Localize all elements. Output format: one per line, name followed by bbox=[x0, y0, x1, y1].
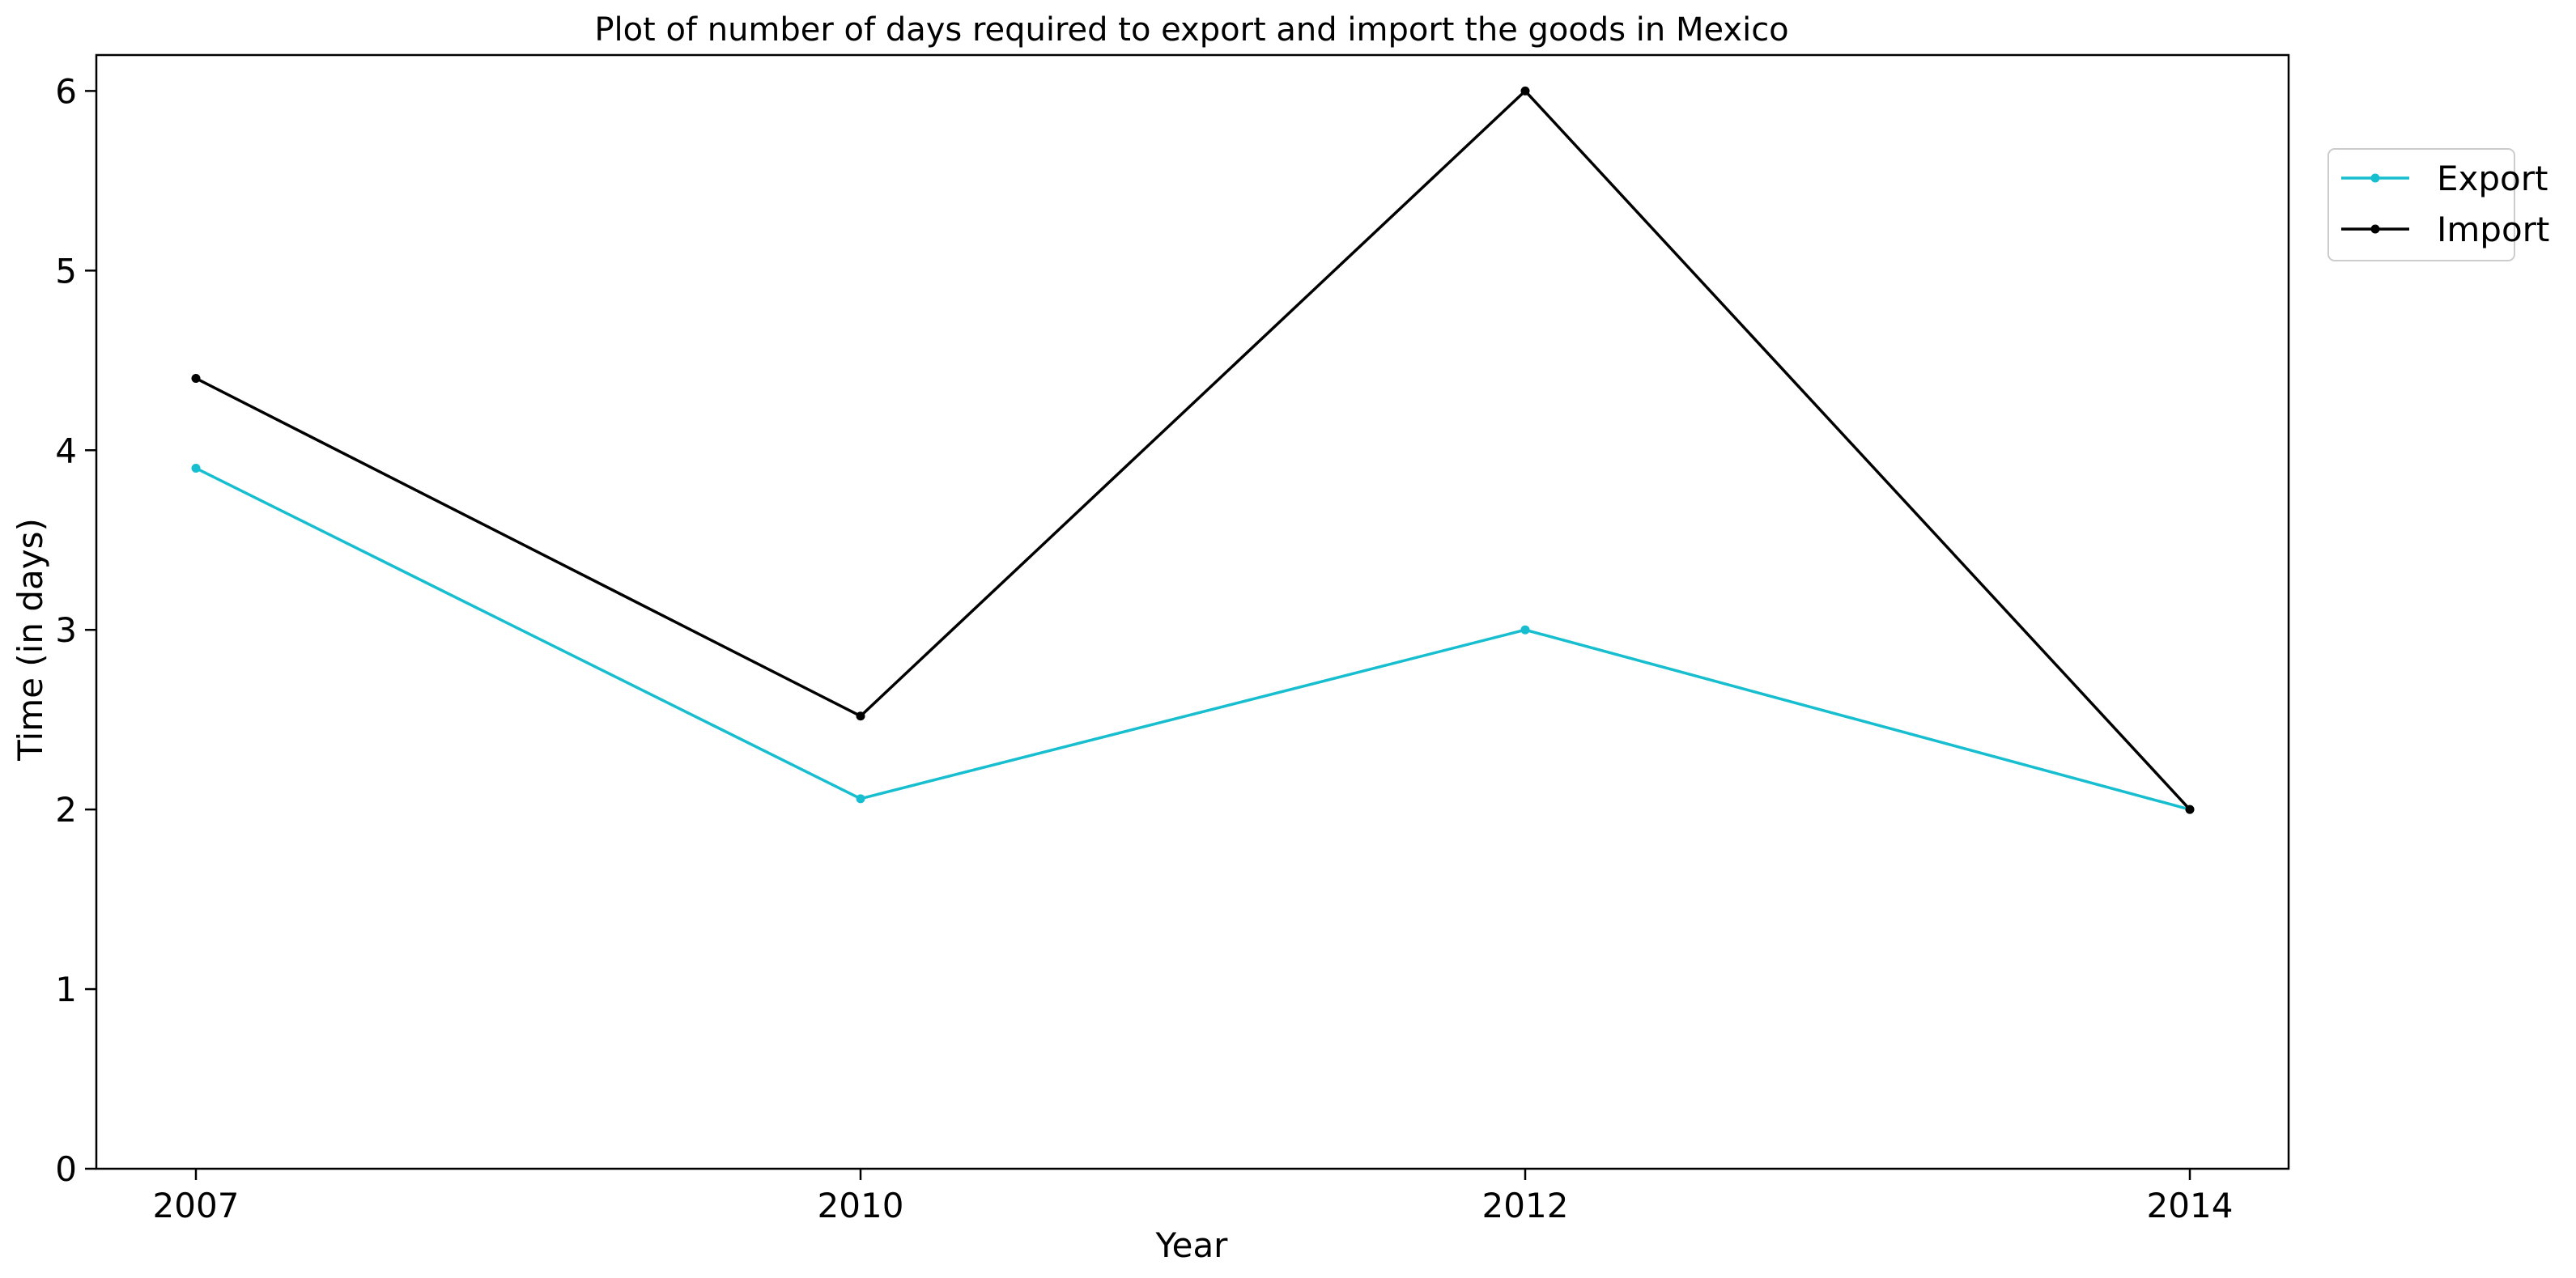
data-point-import bbox=[856, 711, 865, 721]
legend-swatch-marker bbox=[2370, 173, 2380, 183]
y-tick-label: 0 bbox=[55, 1149, 77, 1189]
x-tick-label: 2010 bbox=[818, 1186, 904, 1225]
plot-area bbox=[95, 53, 2290, 1170]
data-point-import bbox=[191, 373, 201, 383]
x-axis-label: Year bbox=[1155, 1225, 1229, 1265]
series-line-export bbox=[195, 466, 2191, 811]
legend-label-export: Export bbox=[2437, 159, 2548, 198]
y-tick-label: 4 bbox=[55, 431, 77, 470]
data-point-export bbox=[856, 794, 865, 804]
series-line-import bbox=[195, 89, 2191, 811]
y-axis-label: Time (in days) bbox=[11, 518, 50, 762]
y-tick-label: 6 bbox=[55, 71, 77, 111]
y-tick-label: 5 bbox=[55, 251, 77, 291]
legend-swatch-marker bbox=[2370, 224, 2380, 234]
data-point-export bbox=[1520, 625, 1530, 635]
x-axis: 2007 2010 2012 2014 bbox=[153, 1169, 2234, 1225]
series-layer bbox=[191, 86, 2195, 814]
y-tick-label: 2 bbox=[55, 790, 77, 830]
legend: Export Import bbox=[2327, 148, 2549, 261]
data-point-import bbox=[1520, 86, 1530, 96]
y-tick-label: 3 bbox=[55, 610, 77, 650]
legend-label-import: Import bbox=[2437, 210, 2549, 249]
data-point-export bbox=[191, 463, 201, 473]
chart-title: Plot of number of days required to expor… bbox=[594, 11, 1788, 49]
x-tick-label: 2007 bbox=[153, 1186, 240, 1225]
x-tick-label: 2014 bbox=[2147, 1186, 2234, 1225]
data-point-import bbox=[2185, 805, 2195, 814]
x-tick-label: 2012 bbox=[1482, 1186, 1569, 1225]
y-tick-label: 1 bbox=[55, 970, 77, 1009]
y-axis: 0 1 2 3 4 5 6 bbox=[55, 71, 96, 1189]
